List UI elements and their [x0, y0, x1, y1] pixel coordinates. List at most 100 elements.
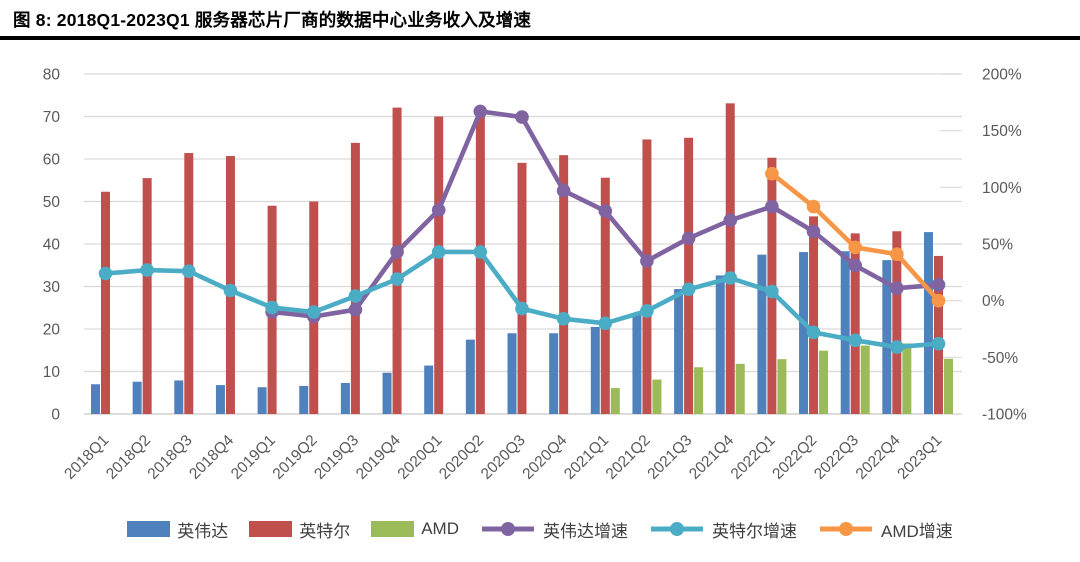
marker-nvidia-growth-2021Q3 — [681, 231, 696, 246]
bar-intel-revenue-2021Q4 — [725, 103, 735, 414]
legend-item-intel-growth: 英特尔增速 — [649, 517, 797, 542]
bar-amd-revenue-2023Q1 — [944, 358, 953, 414]
marker-intel-growth-2021Q2 — [640, 304, 654, 318]
right-tick-label--100%: -100% — [982, 407, 1027, 424]
bar-nvidia-revenue-2019Q1 — [257, 387, 267, 414]
legend-item-amd-revenue: AMD — [371, 519, 459, 539]
marker-nvidia-growth-2021Q4 — [723, 213, 738, 227]
chart-legend: 英伟达 英特尔 AMD 英伟达增速 英特尔增速 AMD增速 — [0, 511, 1080, 547]
x-tick-label-2020Q1: 2020Q1 — [394, 432, 445, 483]
x-tick-label-2018Q3: 2018Q3 — [145, 432, 196, 483]
bar-nvidia-revenue-2020Q4 — [549, 333, 559, 414]
bar-nvidia-revenue-2018Q2 — [132, 381, 142, 414]
x-tick-label-2020Q2: 2020Q2 — [436, 432, 487, 483]
bar-intel-revenue-2019Q3 — [350, 142, 360, 414]
bar-nvidia-revenue-2023Q1 — [924, 232, 933, 414]
marker-intel-growth-2019Q3 — [348, 289, 363, 303]
left-tick-label-10: 10 — [43, 364, 61, 381]
marker-intel-growth-2020Q3 — [515, 301, 529, 316]
marker-nvidia-growth-2021Q1 — [598, 204, 613, 218]
marker-intel-growth-2022Q2 — [806, 325, 821, 340]
left-tick-label-30: 30 — [43, 279, 61, 296]
line-amd-growth — [765, 166, 946, 308]
bar-nvidia-revenue-2022Q3 — [840, 251, 850, 414]
marker-nvidia-growth-2020Q3 — [515, 110, 529, 124]
marker-nvidia-growth-2021Q2 — [640, 254, 654, 268]
x-tick-label-2022Q3: 2022Q3 — [811, 432, 862, 483]
left-tick-label-40: 40 — [43, 237, 61, 254]
x-tick-label-2018Q2: 2018Q2 — [103, 432, 154, 483]
marker-intel-growth-2020Q2 — [473, 245, 488, 259]
left-tick-label-70: 70 — [43, 109, 61, 126]
left-tick-label-80: 80 — [43, 67, 61, 84]
bar-amd-revenue-2021Q3 — [694, 367, 704, 414]
bar-amd-revenue-2021Q1 — [610, 388, 620, 414]
x-tick-label-2021Q3: 2021Q3 — [644, 432, 695, 483]
marker-intel-growth-2021Q3 — [681, 282, 696, 297]
bar-amd-revenue-2022Q2 — [819, 350, 829, 414]
bar-nvidia-revenue-2020Q1 — [424, 365, 434, 414]
bar-intel-revenue-2020Q3 — [517, 162, 527, 414]
bar-nvidia-revenue-2018Q4 — [215, 385, 225, 414]
bar-intel-revenue-2022Q2 — [809, 216, 819, 414]
marker-intel-growth-2018Q3 — [182, 264, 196, 279]
bar-nvidia-revenue-2019Q4 — [382, 372, 392, 414]
marker-nvidia-growth-2020Q1 — [431, 203, 446, 217]
legend-marker-intel-growth — [670, 522, 684, 536]
left-tick-label-20: 20 — [43, 322, 61, 339]
marker-intel-growth-2020Q1 — [431, 245, 446, 259]
bar-intel-revenue-2020Q4 — [559, 155, 569, 415]
bar-intel-revenue-2023Q1 — [934, 255, 943, 414]
bar-nvidia-revenue-2022Q2 — [799, 252, 809, 414]
left-tick-label-60: 60 — [43, 152, 61, 169]
bar-nvidia-revenue-2019Q3 — [340, 382, 350, 414]
left-tick-label-0: 0 — [51, 407, 60, 424]
marker-intel-growth-2021Q4 — [723, 271, 738, 285]
legend-item-nvidia-growth: 英伟达增速 — [480, 517, 628, 542]
marker-amd-growth-2022Q2 — [806, 199, 821, 214]
x-tick-label-2019Q2: 2019Q2 — [270, 432, 321, 483]
legend-label: AMD增速 — [881, 521, 953, 541]
bar-nvidia-revenue-2018Q3 — [174, 380, 184, 414]
marker-intel-growth-2022Q1 — [765, 284, 779, 299]
bar-amd-revenue-2022Q4 — [902, 343, 912, 414]
bar-nvidia-revenue-2021Q4 — [715, 275, 725, 414]
legend-swatch-intel-growth — [651, 522, 703, 536]
legend-swatch-intel-revenue — [249, 521, 293, 537]
bar-intel-revenue-2021Q2 — [642, 139, 652, 414]
marker-nvidia-growth-2022Q2 — [806, 224, 821, 239]
x-tick-label-2018Q4: 2018Q4 — [186, 432, 237, 483]
bar-nvidia-revenue-2020Q2 — [465, 339, 475, 414]
legend-marker-amd-growth — [839, 522, 853, 536]
left-tick-label-50: 50 — [43, 194, 61, 211]
legend-swatch-amd-revenue — [371, 521, 415, 537]
legend-swatch-nvidia-revenue — [127, 521, 171, 537]
marker-nvidia-growth-2020Q4 — [556, 183, 571, 198]
legend-label: 英伟达 — [177, 521, 229, 541]
bar-intel-revenue-2020Q1 — [434, 116, 444, 414]
line-nvidia-growth — [265, 104, 946, 324]
right-tick-label-200%: 200% — [982, 67, 1022, 84]
marker-intel-growth-2018Q4 — [223, 283, 238, 298]
bars-amd-revenue — [610, 343, 953, 414]
marker-intel-growth-2018Q1 — [98, 266, 113, 281]
marker-intel-growth-2019Q1 — [265, 300, 279, 315]
marker-nvidia-growth-2019Q4 — [390, 245, 404, 259]
marker-nvidia-growth-2020Q2 — [473, 104, 488, 119]
marker-intel-growth-2022Q3 — [848, 333, 862, 348]
bar-intel-revenue-2021Q3 — [684, 137, 694, 414]
x-tick-label-2021Q1: 2021Q1 — [561, 432, 612, 483]
title-rule — [0, 36, 1080, 40]
marker-intel-growth-2020Q4 — [556, 312, 571, 326]
x-tick-label-2022Q4: 2022Q4 — [853, 432, 904, 483]
right-tick-label--50%: -50% — [982, 350, 1018, 367]
marker-nvidia-growth-2022Q1 — [765, 199, 779, 214]
legend-swatch-nvidia-growth — [482, 522, 534, 536]
bar-amd-revenue-2021Q4 — [735, 363, 745, 414]
x-tick-label-2022Q2: 2022Q2 — [769, 432, 820, 483]
x-tick-label-2022Q1: 2022Q1 — [728, 432, 779, 483]
bar-nvidia-revenue-2021Q3 — [674, 289, 684, 414]
legend-label: AMD — [421, 519, 459, 538]
bar-intel-revenue-2018Q2 — [142, 178, 152, 414]
